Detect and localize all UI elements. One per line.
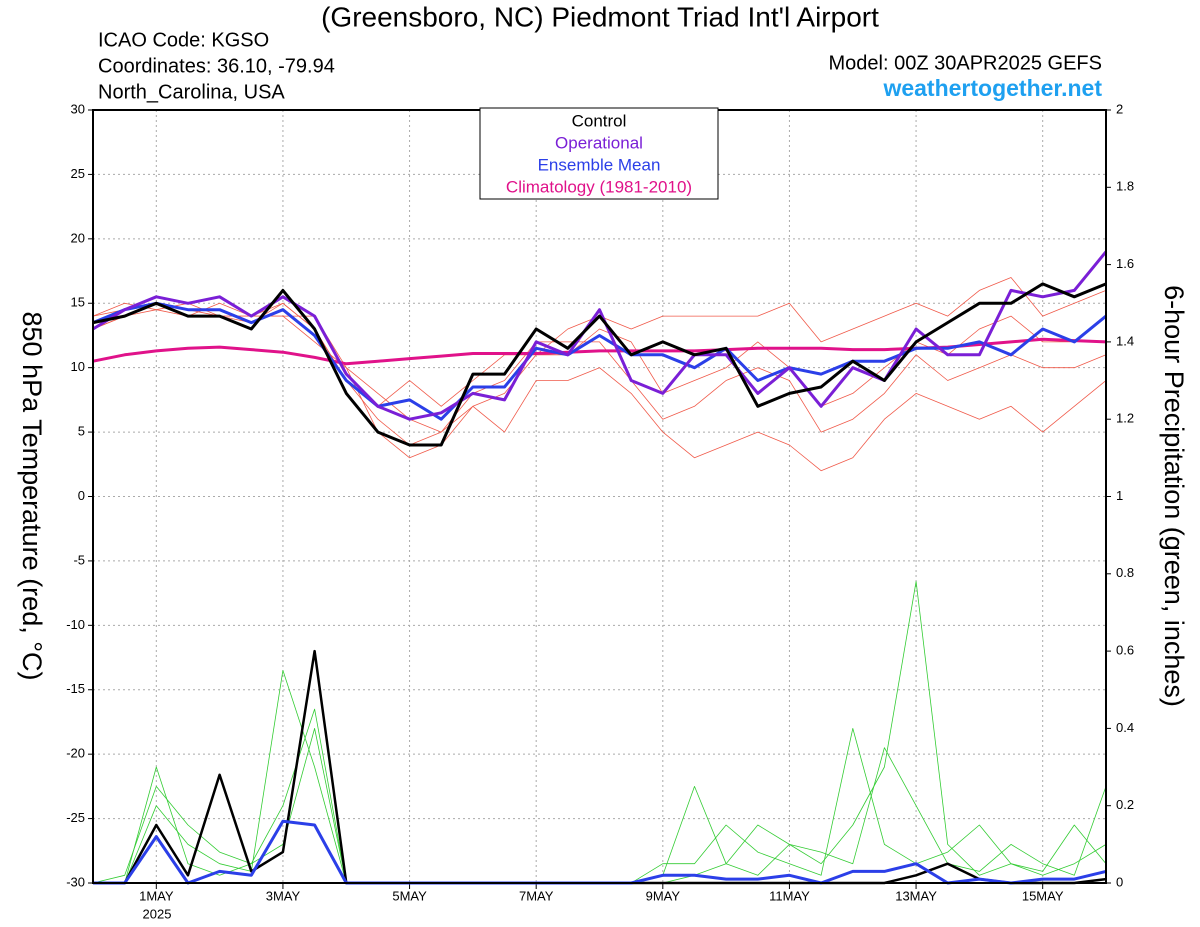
y2-tick-label: 1.2 bbox=[1116, 411, 1134, 426]
y2-axis-label: 6-hour Precipitation (green, inches) bbox=[1159, 285, 1189, 707]
x-tick-label: 3MAY bbox=[266, 888, 301, 903]
y2-tick-label: 2 bbox=[1116, 101, 1123, 116]
series-line bbox=[92, 302, 1107, 446]
series-line bbox=[92, 708, 1107, 884]
y-tick-label: -5 bbox=[73, 552, 85, 567]
y-tick-label: 5 bbox=[78, 424, 85, 439]
info-line: Coordinates: 36.10, -79.94 bbox=[98, 55, 335, 77]
y2-tick-label: 0 bbox=[1116, 874, 1123, 889]
y-tick-label: 10 bbox=[71, 359, 85, 374]
info-line: North_Carolina, USA bbox=[98, 81, 285, 103]
y-tick-label: -15 bbox=[66, 681, 85, 696]
website: weathertogether.net bbox=[882, 75, 1102, 101]
info-line: ICAO Code: KGSO bbox=[98, 29, 269, 51]
y-tick-label: 0 bbox=[78, 488, 85, 503]
y2-tick-label: 1.6 bbox=[1116, 256, 1134, 271]
y2-tick-label: 1.8 bbox=[1116, 179, 1134, 194]
series-line bbox=[92, 302, 1107, 472]
chart-title: (Greensboro, NC) Piedmont Triad Int'l Ai… bbox=[321, 1, 879, 32]
legend-entry: Control bbox=[572, 111, 627, 130]
y2-tick-label: 0.6 bbox=[1116, 643, 1134, 658]
series-line bbox=[92, 301, 1107, 421]
x-tick-label: 9MAY bbox=[646, 888, 681, 903]
legend-entry: Ensemble Mean bbox=[538, 155, 661, 174]
x-tick-label: 5MAY bbox=[392, 888, 427, 903]
legend-entry: Operational bbox=[555, 133, 643, 152]
series-line bbox=[92, 250, 1108, 421]
y-tick-label: 30 bbox=[71, 101, 85, 116]
y-tick-label: 25 bbox=[71, 166, 85, 181]
legend-box bbox=[479, 107, 719, 200]
y-tick-label: -20 bbox=[66, 746, 85, 761]
x-tick-label: 7MAY bbox=[519, 888, 554, 903]
y2-tick-label: 0.2 bbox=[1116, 797, 1134, 812]
y2-tick-label: 1 bbox=[1116, 488, 1123, 503]
legend-entry: Climatology (1981-2010) bbox=[506, 177, 692, 196]
x-tick-label: 15MAY bbox=[1022, 888, 1064, 903]
y-tick-label: -30 bbox=[66, 874, 85, 889]
y-tick-label: 20 bbox=[71, 230, 85, 245]
y2-tick-label: 0.8 bbox=[1116, 565, 1134, 580]
x-tick-label: 13MAY bbox=[895, 888, 937, 903]
y-tick-label: 15 bbox=[71, 295, 85, 310]
series-line bbox=[93, 649, 1107, 885]
x-tick-label: 1MAY bbox=[139, 888, 174, 903]
series-line bbox=[93, 581, 1107, 884]
series-line bbox=[92, 337, 1107, 366]
x-tick-label: 11MAY bbox=[769, 888, 810, 903]
y2-tick-label: 1.4 bbox=[1116, 333, 1134, 348]
y-tick-label: -10 bbox=[66, 617, 85, 632]
series-line bbox=[92, 282, 1107, 447]
year-label: 2025 bbox=[143, 906, 172, 921]
y-axis-label: 850 hPa Temperature (red, °C) bbox=[17, 312, 47, 681]
model-label: Model: 00Z 30APR2025 GEFS bbox=[829, 52, 1102, 74]
y-tick-label: -25 bbox=[66, 810, 85, 825]
y2-tick-label: 0.4 bbox=[1116, 720, 1134, 735]
